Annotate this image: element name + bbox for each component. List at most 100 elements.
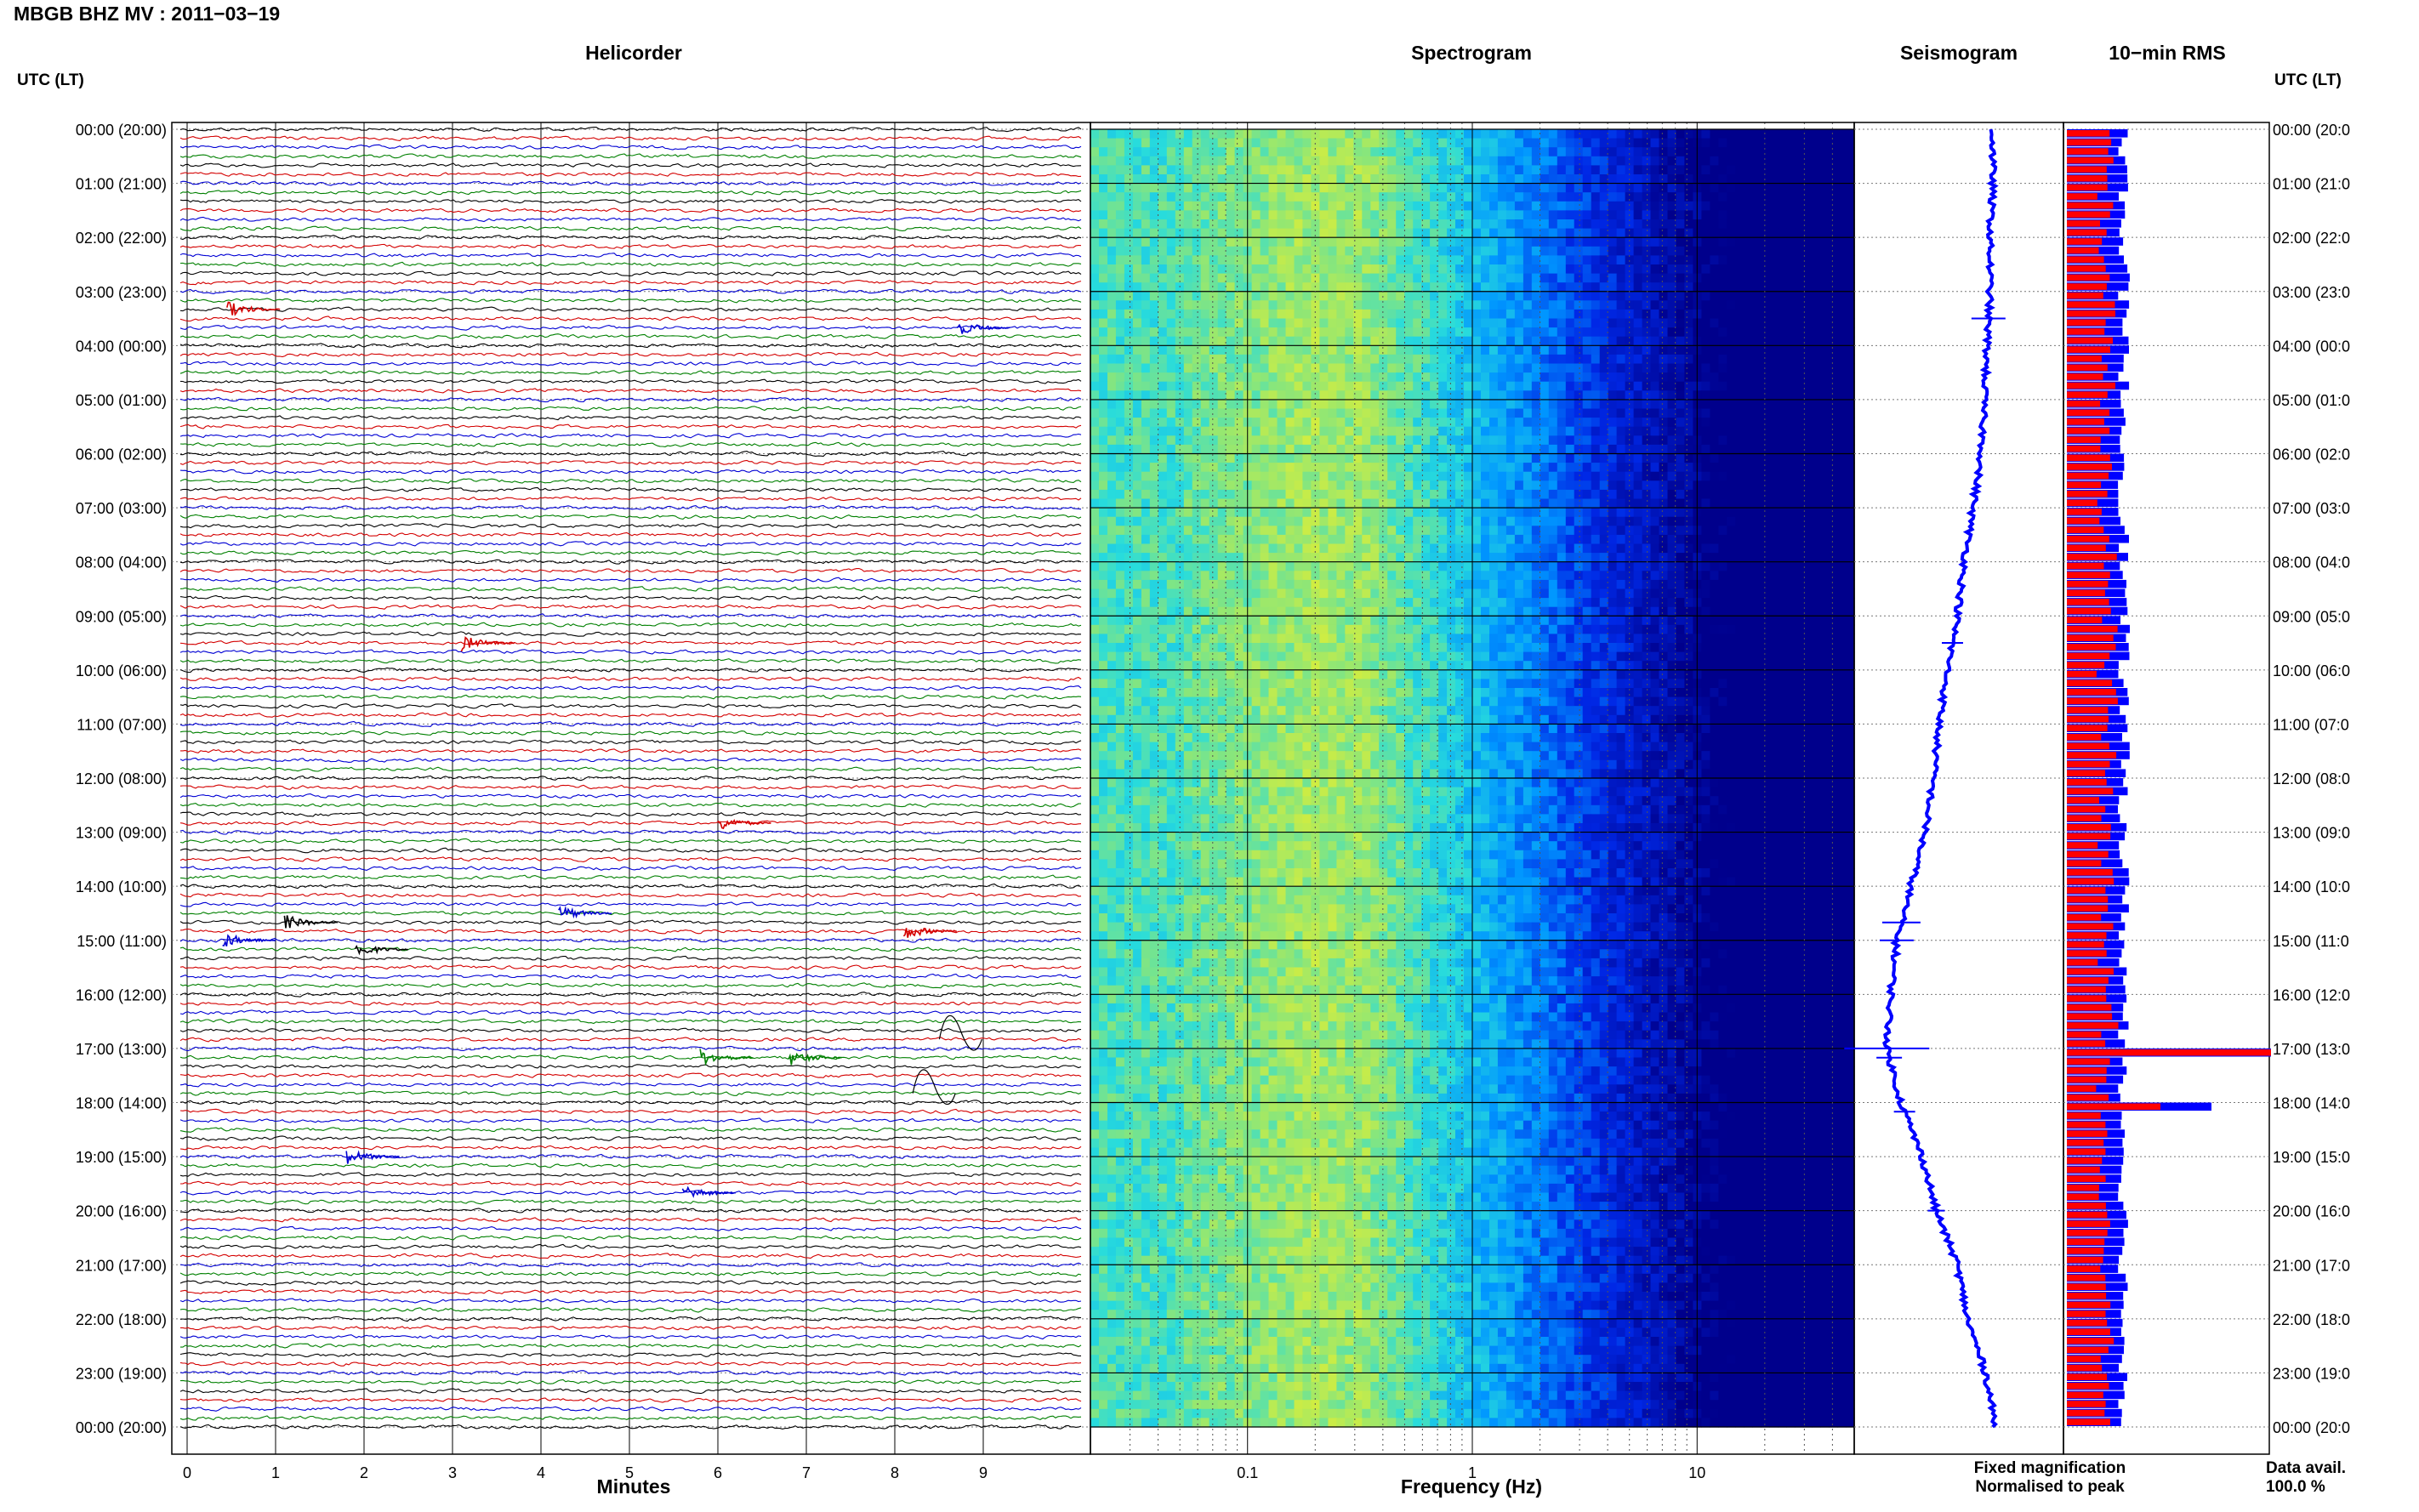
spectrogram-cell (1540, 156, 1550, 166)
spectrogram-cell (1353, 291, 1363, 301)
spectrogram-cell (1175, 534, 1185, 545)
spectrogram-cell (1166, 363, 1176, 373)
spectrogram-cell (1217, 174, 1227, 185)
spectrogram-cell (1319, 534, 1329, 545)
spectrogram-cell (1158, 282, 1168, 293)
spectrogram-cell (1735, 526, 1745, 536)
spectrogram-cell (1633, 264, 1643, 275)
spectrogram-cell (1353, 516, 1363, 526)
spectrogram-cell (1667, 219, 1677, 230)
spectrogram-cell (1404, 588, 1414, 599)
spectrogram-cell (1166, 426, 1176, 436)
spectrogram-cell (1115, 210, 1125, 220)
helicorder-trace (179, 406, 1082, 412)
spectrogram-cell (1285, 174, 1295, 185)
spectrogram-cell (1481, 480, 1490, 491)
spectrogram-cell (1328, 579, 1337, 590)
spectrogram-cell (1353, 273, 1363, 283)
spectrogram-cell (1319, 579, 1329, 590)
spectrogram-cell (1761, 345, 1770, 355)
spectrogram-cell (1642, 579, 1652, 590)
spectrogram-cell (1633, 291, 1643, 301)
spectrogram-cell (1642, 138, 1652, 148)
spectrogram-cell (1481, 588, 1490, 599)
spectrogram-cell (1370, 327, 1380, 338)
spectrogram-cell (1234, 300, 1244, 310)
spectrogram-cell (1514, 372, 1524, 383)
spectrogram-cell (1294, 138, 1304, 148)
spectrogram-cell (1540, 336, 1550, 346)
spectrogram-cell (1370, 255, 1380, 265)
spectrogram-cell (1744, 543, 1753, 554)
spectrogram-cell (1455, 480, 1465, 491)
spectrogram-cell (1336, 219, 1346, 230)
spectrogram-cell (1710, 463, 1719, 473)
spectrogram-cell (1132, 426, 1142, 436)
spectrogram-cell (1676, 273, 1686, 283)
spectrogram-cell (1141, 318, 1151, 328)
spectrogram-cell (1396, 201, 1405, 211)
spectrogram-cell (1217, 345, 1227, 355)
spectrogram-cell (1582, 561, 1592, 571)
spectrogram-cell (1328, 588, 1337, 599)
spectrogram-cell (1497, 273, 1507, 283)
spectrogram-cell (1761, 147, 1770, 157)
spectrogram-cell (1464, 336, 1473, 346)
spectrogram-cell (1625, 264, 1635, 275)
spectrogram-cell (1489, 381, 1499, 391)
spectrogram-cell (1362, 300, 1371, 310)
spectrogram-cell (1328, 498, 1337, 509)
spectrogram-cell (1769, 345, 1779, 355)
spectrogram-cell (1379, 201, 1388, 211)
spectrogram-cell (1141, 471, 1151, 481)
spectrogram-cell (1786, 345, 1796, 355)
spectrogram-cell (1183, 516, 1193, 526)
spectrogram-cell (1353, 237, 1363, 247)
spectrogram-cell (1505, 273, 1516, 283)
spectrogram-cell (1277, 553, 1287, 563)
spectrogram-cell (1192, 228, 1202, 238)
spectrogram-cell (1421, 237, 1431, 247)
spectrogram-cell (1591, 571, 1601, 581)
spectrogram-cell (1505, 381, 1516, 391)
spectrogram-cell (1642, 129, 1652, 139)
spectrogram-cell (1362, 156, 1371, 166)
spectrogram-cell (1217, 255, 1227, 265)
spectrogram-cell (1294, 201, 1304, 211)
spectrogram-cell (1505, 453, 1516, 463)
spectrogram-cell (1260, 147, 1270, 157)
helicorder-trace (179, 441, 1082, 447)
spectrogram-cell (1565, 534, 1575, 545)
helicorder-trace (179, 1009, 1082, 1015)
spectrogram-cell (1727, 553, 1736, 563)
spectrogram-cell (1430, 336, 1439, 346)
spectrogram-cell (1285, 201, 1295, 211)
spectrogram-cell (1099, 228, 1108, 238)
helicorder-trace (179, 1270, 1082, 1277)
spectrogram-cell (1421, 255, 1431, 265)
spectrogram-cell (1574, 318, 1584, 328)
spectrogram-cell (1353, 561, 1363, 571)
spectrogram-cell (1455, 336, 1465, 346)
spectrogram-cell (1438, 471, 1448, 481)
spectrogram-cell (1124, 579, 1134, 590)
spectrogram-cell (1803, 138, 1813, 148)
spectrogram-cell (1421, 147, 1431, 157)
spectrogram-cell (1625, 588, 1635, 599)
spectrogram-cell (1710, 480, 1719, 491)
spectrogram-cell (1489, 598, 1499, 608)
spectrogram-cell (1557, 147, 1567, 157)
spectrogram-cell (1251, 435, 1261, 446)
spectrogram-cell (1107, 228, 1117, 238)
spectrogram-cell (1149, 418, 1159, 428)
spectrogram-cell (1710, 508, 1719, 518)
spectrogram-cell (1489, 291, 1499, 301)
spectrogram-cell (1599, 588, 1609, 599)
spectrogram-cell (1336, 363, 1346, 373)
spectrogram-cell (1472, 571, 1482, 581)
spectrogram-cell (1744, 129, 1753, 139)
spectrogram-cell (1226, 273, 1236, 283)
spectrogram-cell (1505, 480, 1516, 491)
spectrogram-cell (1514, 463, 1524, 473)
spectrogram-cell (1226, 534, 1236, 545)
